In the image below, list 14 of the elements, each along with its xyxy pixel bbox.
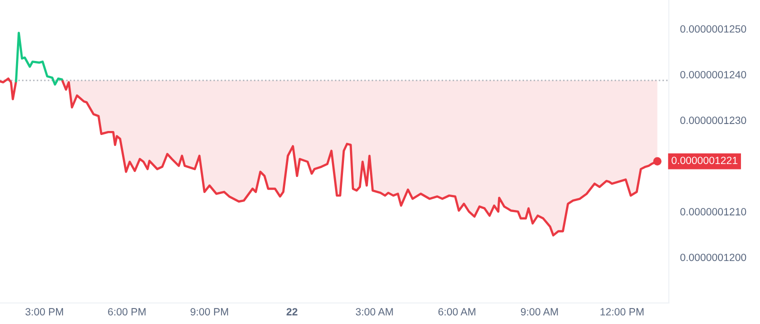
x-tick-label: 12:00 PM (600, 308, 644, 316)
x-tick-label: 9:00 PM (190, 308, 228, 316)
y-tick-label: 0.0000001210 (680, 208, 746, 216)
y-tick-label: 0.0000001230 (680, 116, 746, 124)
y-tick-label: 0.0000001240 (680, 70, 746, 78)
y-tick-label: 0.0000001200 (680, 254, 746, 262)
x-tick-label: 6:00 AM (438, 308, 476, 316)
x-tick-label: 6:00 PM (108, 308, 146, 316)
x-tick-label: 3:00 AM (356, 308, 393, 316)
x-tick-label: 3:00 PM (25, 308, 64, 316)
x-tick-label: 9:00 AM (520, 308, 558, 316)
x-tick-label: 22 (286, 308, 298, 316)
y-tick-label: 0.0000001250 (680, 25, 746, 33)
annotation: 0.0000001221 (672, 156, 738, 164)
